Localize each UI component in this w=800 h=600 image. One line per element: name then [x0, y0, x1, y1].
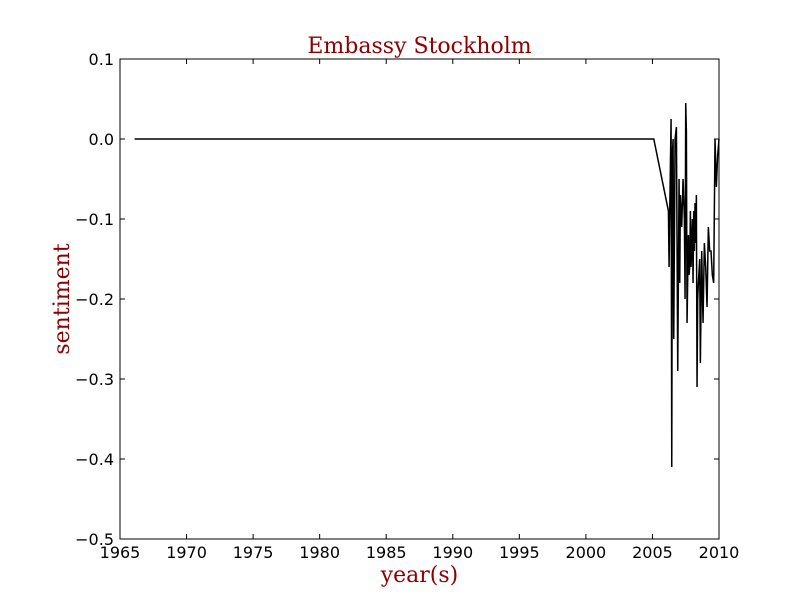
chart-title: Embassy Stockholm [307, 34, 531, 59]
x-tick-label: 1975 [233, 543, 274, 562]
x-tick-label: 1985 [366, 543, 407, 562]
y-tick-label: 0.0 [89, 130, 114, 149]
axes-frame [119, 58, 720, 540]
x-tick-label: 1970 [166, 543, 207, 562]
y-tick-label: −0.4 [75, 450, 114, 469]
x-tick-label: 1990 [432, 543, 473, 562]
x-tick-label: 1980 [299, 543, 340, 562]
plot-area [119, 58, 720, 540]
y-tick-label: −0.5 [75, 530, 114, 549]
y-tick-label: −0.3 [75, 370, 114, 389]
x-tick-label: 1995 [499, 543, 540, 562]
x-tick-label: 2000 [566, 543, 607, 562]
y-axis: 0.1 0.0 −0.1 −0.2 −0.3 −0.4 −0.5 [75, 50, 719, 549]
x-axis: 1965 1970 1975 1980 1985 1990 1995 2000 2005 2010 [100, 59, 740, 562]
series-line [134, 102, 720, 468]
y-axis-label: sentiment [50, 243, 75, 354]
x-tick-label: 1965 [100, 543, 141, 562]
y-tick-label: 0.1 [89, 50, 114, 69]
x-tick-label: 2005 [632, 543, 673, 562]
y-tick-label: −0.1 [75, 210, 114, 229]
x-tick-label: 2010 [699, 543, 740, 562]
y-tick-label: −0.2 [75, 290, 114, 309]
x-axis-label: year(s) [380, 563, 459, 588]
